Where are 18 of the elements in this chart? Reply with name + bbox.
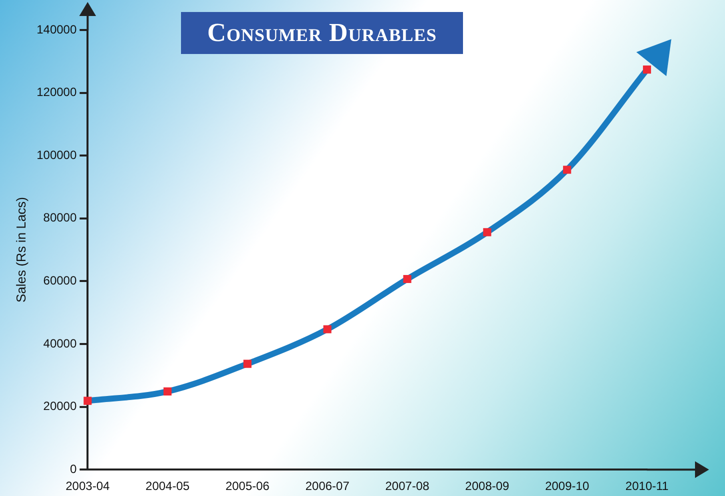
x-tick-label: 2008-09 xyxy=(465,479,510,494)
x-tick-label: 2009-10 xyxy=(545,479,590,494)
x-tick-label: 2010-11 xyxy=(625,479,669,494)
y-tick-label: 140000 xyxy=(36,22,77,36)
y-tick-label: 100000 xyxy=(36,148,77,162)
y-tick-label: 20000 xyxy=(43,399,77,414)
x-tick-label: 2004-05 xyxy=(146,479,190,494)
x-tick-label: 2006-07 xyxy=(305,479,350,494)
y-tick-label: 80000 xyxy=(43,210,77,225)
x-tick-label: 2007-08 xyxy=(385,479,430,494)
x-tick-label: 2005-06 xyxy=(225,479,270,494)
x-tick-label: 2003-04 xyxy=(66,479,110,494)
chart-title: Consumer Durables xyxy=(181,12,463,54)
y-tick-label: 120000 xyxy=(36,85,77,100)
y-axis-title: Sales (Rs in Lacs) xyxy=(13,197,28,303)
y-tick-label: 60000 xyxy=(43,274,77,288)
y-tick-label: 40000 xyxy=(43,336,77,350)
y-tick-label: 0 xyxy=(70,462,77,476)
